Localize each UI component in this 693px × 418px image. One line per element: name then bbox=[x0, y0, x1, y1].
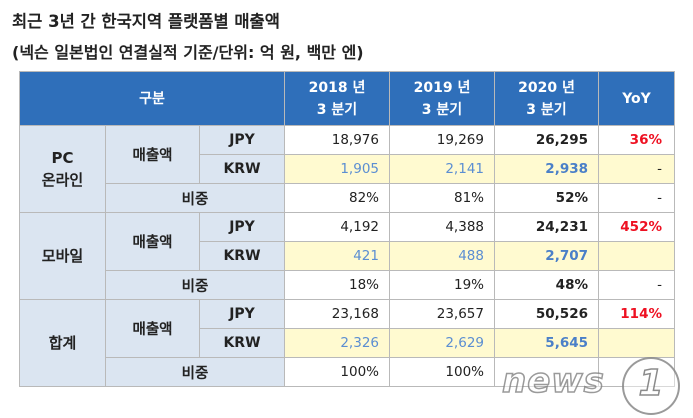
currency-jpy: JPY bbox=[199, 125, 285, 155]
group-mobile: 모바일 bbox=[19, 212, 106, 300]
cell-value: 1,905 bbox=[284, 154, 390, 184]
yoy-value bbox=[598, 328, 675, 358]
cell-value: 100% bbox=[284, 357, 390, 387]
table-row: PC 온라인 매출액 JPY 18,976 19,269 26,295 36% bbox=[19, 125, 675, 213]
cell-value: 488 bbox=[389, 241, 495, 271]
currency-krw: KRW bbox=[199, 328, 285, 358]
cell-value: 2,629 bbox=[389, 328, 495, 358]
cell-value: 48% bbox=[494, 270, 599, 300]
cell-value: 23,657 bbox=[389, 299, 495, 329]
cell-value: 2,141 bbox=[389, 154, 495, 184]
watermark-mark: 1 bbox=[622, 357, 680, 415]
watermark-text: news bbox=[501, 360, 605, 402]
sales-label: 매출액 bbox=[105, 125, 200, 184]
cell-value: 52% bbox=[494, 183, 599, 213]
sales-label: 매출액 bbox=[105, 299, 200, 358]
header-category: 구분 bbox=[19, 71, 285, 126]
header-2018-q3: 2018 년 3 분기 bbox=[284, 71, 390, 126]
cell-value: 82% bbox=[284, 183, 390, 213]
revenue-table: 구분 2018 년 3 분기 2019 년 3 분기 2020 년 3 분기 Y… bbox=[19, 71, 675, 387]
cell-value bbox=[494, 357, 599, 387]
currency-jpy: JPY bbox=[199, 212, 285, 242]
group-pc-online: PC 온라인 bbox=[19, 125, 106, 213]
table-row: KRW 1,905 2,141 2,938 - bbox=[20, 154, 675, 184]
yoy-value: 452% bbox=[598, 212, 675, 242]
yoy-value: - bbox=[598, 154, 675, 184]
cell-value: 19,269 bbox=[389, 125, 495, 155]
header-row: 구분 2018 년 3 분기 2019 년 3 분기 2020 년 3 분기 Y… bbox=[19, 71, 675, 126]
table-row: 합계 매출액 JPY 23,168 23,657 50,526 114% bbox=[19, 299, 675, 387]
currency-jpy: JPY bbox=[199, 299, 285, 329]
share-label: 비중 bbox=[105, 357, 285, 387]
cell-value: 2,326 bbox=[284, 328, 390, 358]
cell-value: 26,295 bbox=[494, 125, 599, 155]
yoy-value: - bbox=[598, 270, 675, 300]
share-label: 비중 bbox=[105, 183, 285, 213]
cell-value: 100% bbox=[389, 357, 495, 387]
header-2020-q3: 2020 년 3 분기 bbox=[494, 71, 599, 126]
group-total: 합계 bbox=[19, 299, 106, 387]
header-yoy: YoY bbox=[598, 71, 675, 126]
cell-value: 18% bbox=[284, 270, 390, 300]
share-label: 비중 bbox=[105, 270, 285, 300]
cell-value: 23,168 bbox=[284, 299, 390, 329]
cell-value: 18,976 bbox=[284, 125, 390, 155]
cell-value: 19% bbox=[389, 270, 495, 300]
table-row: 모바일 매출액 JPY 4,192 4,388 24,231 452% bbox=[19, 212, 675, 300]
currency-krw: KRW bbox=[199, 241, 285, 271]
yoy-value bbox=[598, 241, 675, 271]
table-row: 비중 82% 81% 52% - bbox=[20, 183, 675, 213]
cell-value: 81% bbox=[389, 183, 495, 213]
report-subtitle: (넥슨 일본법인 연결실적 기준/단위: 억 원, 백만 엔) bbox=[12, 43, 364, 62]
cell-value: 2,938 bbox=[494, 154, 599, 184]
cell-value: 5,645 bbox=[494, 328, 599, 358]
yoy-value: - bbox=[598, 183, 675, 213]
table-row: 비중 100% 100% bbox=[20, 357, 675, 387]
table-row: 비중 18% 19% 48% - bbox=[20, 270, 675, 300]
cell-value: 421 bbox=[284, 241, 390, 271]
cell-value: 2,707 bbox=[494, 241, 599, 271]
cell-value: 50,526 bbox=[494, 299, 599, 329]
yoy-value: 114% bbox=[598, 299, 675, 329]
cell-value: 4,388 bbox=[389, 212, 495, 242]
news1-watermark-logo: news 1 bbox=[501, 357, 687, 415]
table-row: KRW 2,326 2,629 5,645 bbox=[20, 328, 675, 358]
cell-value: 24,231 bbox=[494, 212, 599, 242]
report-title: 최근 3년 간 한국지역 플랫폼별 매출액 bbox=[12, 12, 280, 31]
currency-krw: KRW bbox=[199, 154, 285, 184]
yoy-value: 36% bbox=[598, 125, 675, 155]
header-2019-q3: 2019 년 3 분기 bbox=[389, 71, 495, 126]
sales-label: 매출액 bbox=[105, 212, 200, 271]
cell-value: 4,192 bbox=[284, 212, 390, 242]
